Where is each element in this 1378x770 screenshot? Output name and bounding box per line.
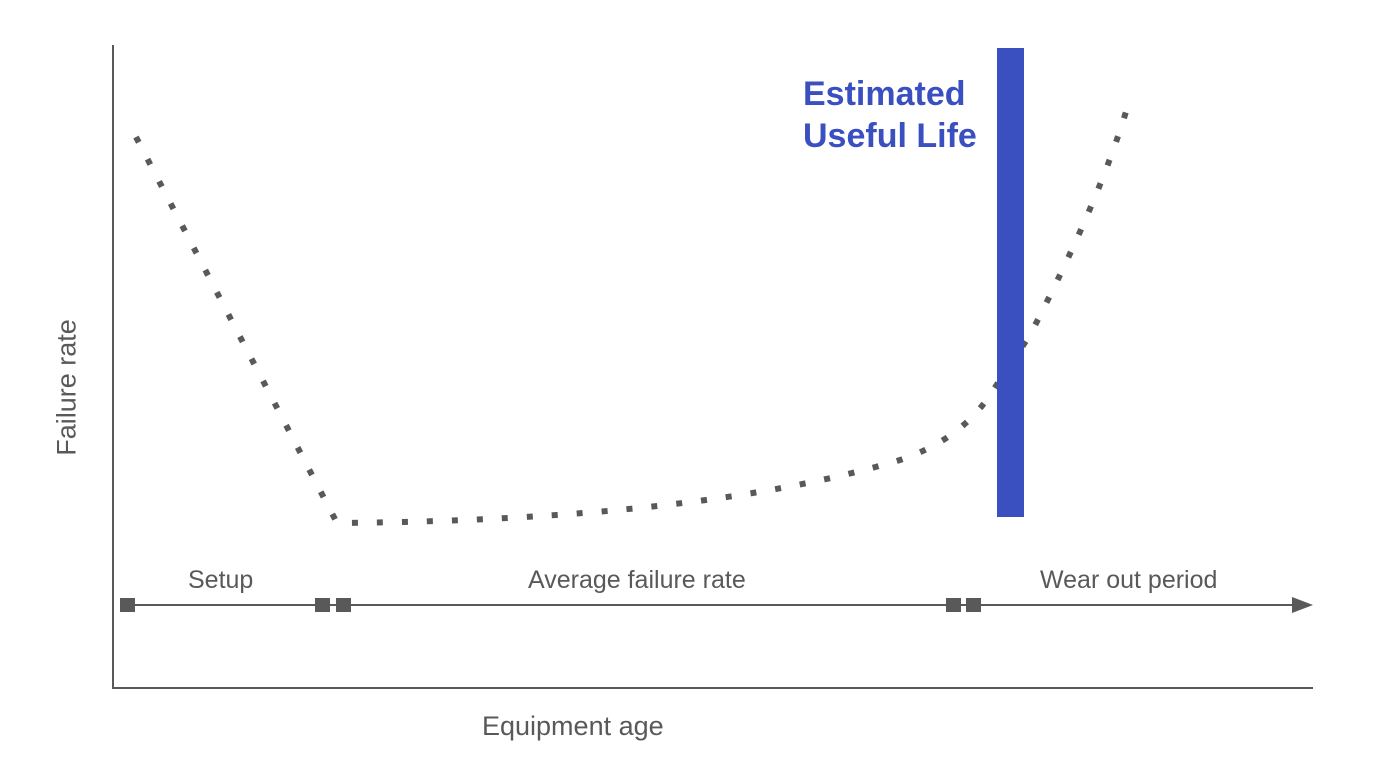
phase-label-setup: Setup [188, 566, 254, 594]
x-axis-label: Equipment age [482, 711, 664, 741]
setup-end-marker [315, 598, 330, 612]
estimated-useful-life-bar [997, 48, 1024, 517]
phase-label-wear-out-period: Wear out period [1040, 566, 1218, 594]
average-end-marker [946, 598, 961, 612]
wear-out-start-marker [966, 598, 981, 612]
timeline-arrowhead [1292, 597, 1313, 613]
phase-label-average-failure-rate: Average failure rate [528, 566, 746, 594]
y-axis-label: Failure rate [51, 319, 82, 456]
average-start-marker [336, 598, 351, 612]
setup-start-marker [120, 598, 135, 612]
failure-rate-curve [133, 104, 1131, 527]
estimated-useful-life-label: Estimated Useful Life [803, 75, 977, 155]
